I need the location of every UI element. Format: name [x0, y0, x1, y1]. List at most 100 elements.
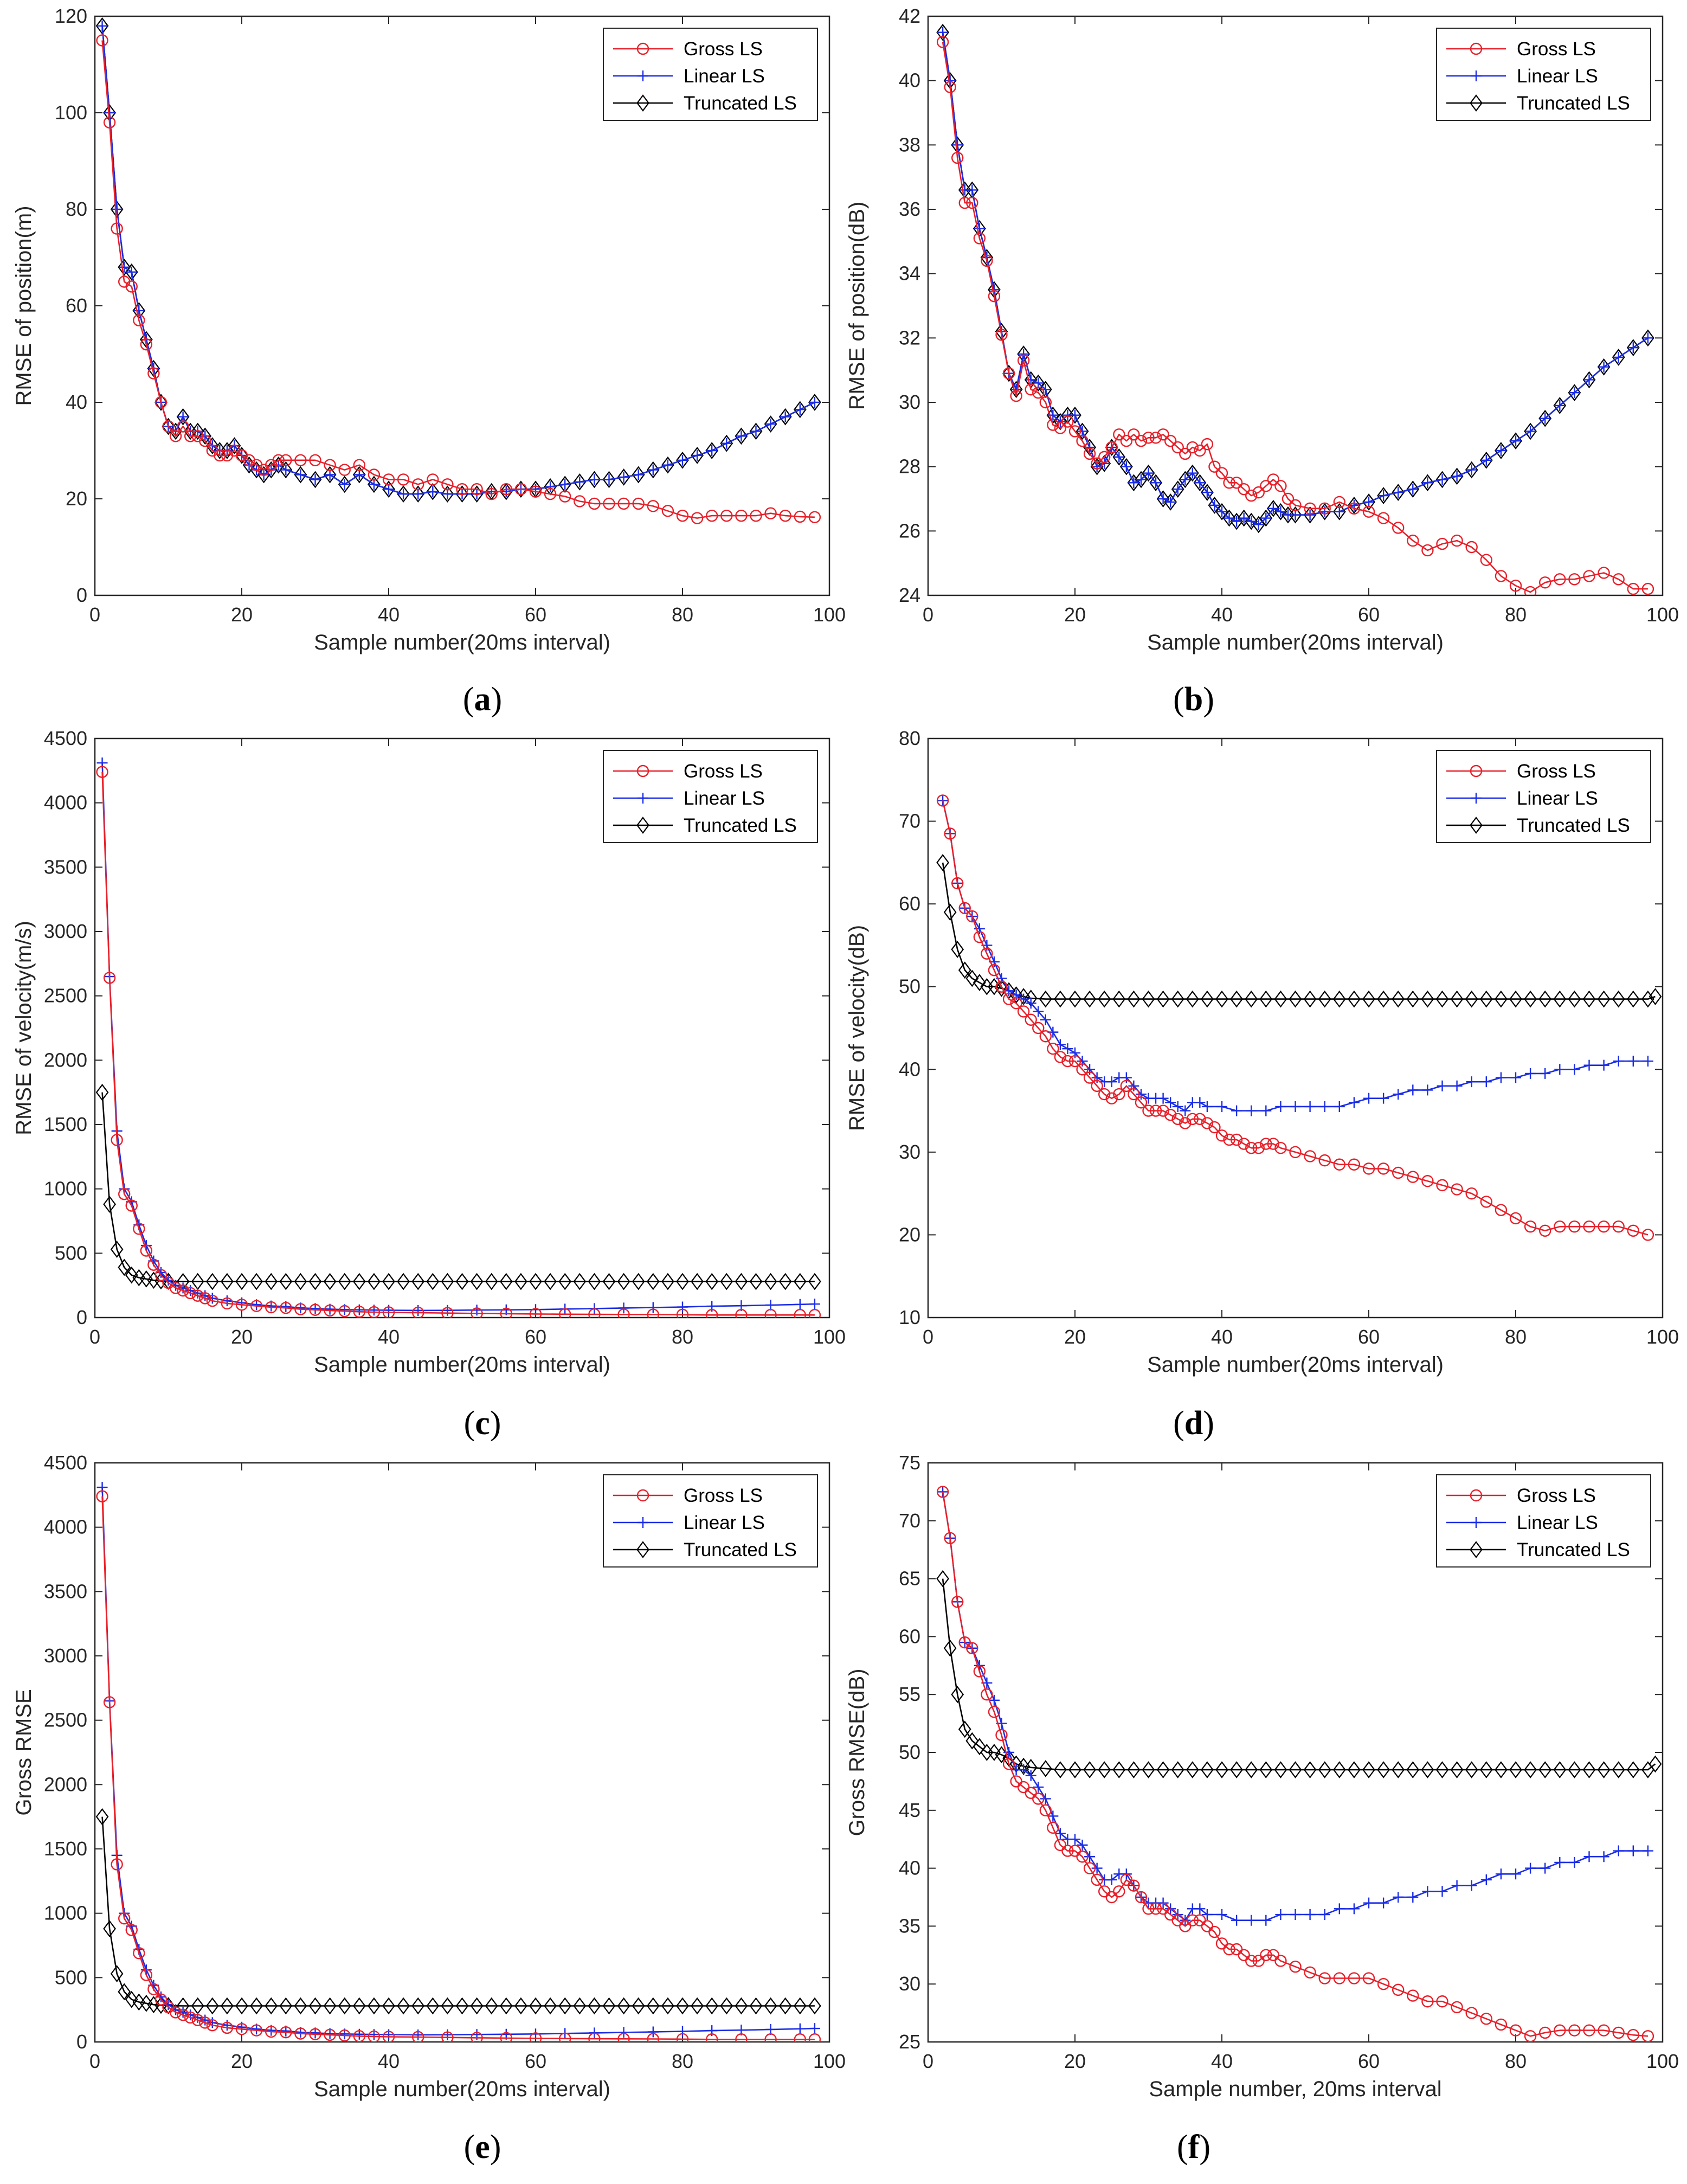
- data-point: [1215, 1937, 1228, 1950]
- data-point: [1377, 990, 1390, 1008]
- data-point: [1208, 1925, 1221, 1938]
- data-point: [294, 2027, 307, 2040]
- data-point: [1480, 1076, 1492, 1088]
- legend-swatch-marker: [636, 765, 649, 778]
- data-point: [720, 509, 733, 522]
- data-point: [1260, 1138, 1272, 1150]
- data-point: [1348, 1903, 1360, 1915]
- data-point: [1054, 1051, 1067, 1063]
- data-point: [1509, 2024, 1522, 2037]
- data-point: [382, 1306, 395, 1318]
- data-point: [632, 466, 645, 484]
- y-tick-label: 30: [899, 1141, 920, 1163]
- y-tick-label: 2000: [44, 1049, 87, 1071]
- data-point: [588, 471, 601, 489]
- data-point: [706, 2033, 718, 2042]
- data-point: [1333, 1972, 1346, 1984]
- legend-swatch-marker: [638, 1517, 648, 1528]
- data-point: [382, 1273, 395, 1290]
- data-point: [1068, 406, 1081, 424]
- data-point: [1010, 389, 1022, 402]
- data-point: [1378, 1897, 1389, 1909]
- data-point: [1407, 1084, 1419, 1096]
- data-point: [499, 1997, 513, 2015]
- data-point: [1597, 1761, 1611, 1778]
- data-point: [206, 1294, 218, 1307]
- data-point: [1209, 499, 1220, 511]
- data-point: [1422, 1886, 1433, 1897]
- data-point: [1018, 1764, 1029, 1776]
- data-point: [1186, 441, 1199, 454]
- data-point: [95, 1808, 109, 1826]
- data-point: [1363, 1897, 1374, 1909]
- data-point: [185, 2009, 196, 2021]
- data-point: [1259, 990, 1273, 1008]
- data-point: [96, 1490, 108, 1502]
- data-point: [1105, 1092, 1118, 1104]
- data-point: [1569, 1064, 1580, 1075]
- chart-f: 0 20 40 60 80 100 25 30 35 40 45 50 55 60 65 70 75 Sample…: [845, 1451, 1679, 2166]
- data-point: [103, 1696, 116, 1708]
- data-point: [617, 468, 630, 486]
- data-point: [1002, 1758, 1015, 1770]
- data-point: [352, 1997, 366, 2015]
- data-point: [1260, 512, 1272, 524]
- data-point: [544, 1273, 557, 1290]
- data-point: [765, 2024, 776, 2035]
- data-point: [1465, 2007, 1478, 2019]
- data-point: [544, 487, 557, 500]
- data-point: [1407, 1989, 1419, 2002]
- data-point: [588, 497, 601, 510]
- data-point: [1348, 1097, 1360, 1108]
- data-point: [133, 314, 145, 326]
- data-point: [441, 2031, 454, 2042]
- data-point: [1377, 1162, 1390, 1175]
- data-point: [1627, 342, 1639, 354]
- data-point: [221, 1273, 234, 1290]
- data-point: [1002, 993, 1015, 1005]
- data-point: [1406, 1761, 1420, 1778]
- y-tick-label: 0: [76, 1306, 87, 1328]
- data-point: [1121, 461, 1132, 472]
- data-point: [966, 196, 978, 209]
- data-point: [981, 1688, 993, 1701]
- data-point: [133, 1223, 145, 1235]
- data-point: [1017, 1005, 1030, 1018]
- data-point: [1627, 1845, 1639, 1857]
- x-tick-label: 40: [378, 1326, 400, 1348]
- data-point: [809, 397, 820, 408]
- data-point: [558, 476, 572, 493]
- data-point: [1393, 487, 1404, 498]
- data-point: [1407, 1171, 1419, 1183]
- data-point: [1259, 1761, 1273, 1778]
- data-point: [1091, 1862, 1103, 1874]
- data-point: [1201, 1920, 1214, 1932]
- y-tick-label: 30: [899, 391, 920, 413]
- data-point: [676, 509, 689, 522]
- data-point: [618, 471, 629, 483]
- data-point: [647, 2033, 659, 2042]
- data-point: [154, 1993, 168, 2006]
- data-point: [765, 1299, 776, 1311]
- data-point: [1377, 1761, 1390, 1778]
- data-point: [1077, 1839, 1088, 1851]
- y-tick-label: 60: [66, 294, 87, 317]
- y-tick-label: 100: [55, 101, 87, 124]
- data-point: [1054, 1839, 1067, 1852]
- legend-swatch-marker: [636, 42, 649, 55]
- data-point: [1267, 1138, 1280, 1150]
- data-point: [323, 1273, 337, 1290]
- data-point: [778, 1997, 792, 2015]
- data-point: [736, 431, 747, 442]
- data-point: [794, 1299, 806, 1310]
- data-point: [1245, 512, 1258, 530]
- data-point: [1121, 1072, 1132, 1083]
- data-point: [1260, 480, 1272, 492]
- data-point: [1142, 1104, 1155, 1117]
- data-point: [1061, 415, 1074, 428]
- data-point: [1583, 1851, 1595, 1862]
- data-point: [411, 485, 425, 503]
- data-point: [735, 1997, 748, 2015]
- x-tick-label: 20: [1064, 603, 1086, 626]
- data-point: [661, 1273, 674, 1290]
